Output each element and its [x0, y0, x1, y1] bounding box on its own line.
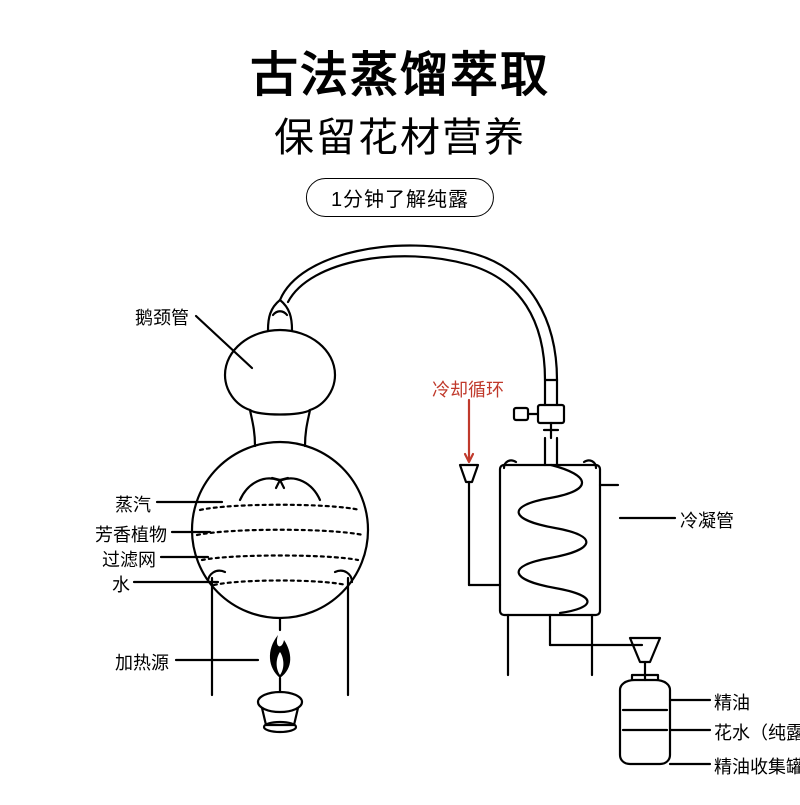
label-water: 水 — [112, 571, 130, 597]
label-heat: 加热源 — [115, 649, 169, 675]
title-main: 古法蒸馏萃取 — [0, 35, 800, 105]
label-steam: 蒸汽 — [115, 491, 151, 517]
label-condenser: 冷凝管 — [680, 507, 734, 533]
label-collection: 精油收集罐 — [714, 753, 800, 779]
label-filter: 过滤网 — [102, 546, 156, 572]
label-aromatic: 芳香植物 — [95, 521, 167, 547]
label-gooseneck: 鹅颈管 — [135, 304, 189, 330]
badge: 1分钟了解纯露 — [306, 178, 494, 217]
label-flower-water: 花水（纯露） — [714, 719, 800, 745]
title-sub: 保留花材营养 — [0, 105, 800, 163]
distillation-diagram: 鹅颈管 蒸汽 芳香植物 过滤网 水 加热源 冷却循环 冷凝管 精油 花水（纯露）… — [0, 230, 800, 800]
label-cooling: 冷却循环 — [432, 376, 504, 402]
label-essential-oil: 精油 — [714, 689, 750, 715]
